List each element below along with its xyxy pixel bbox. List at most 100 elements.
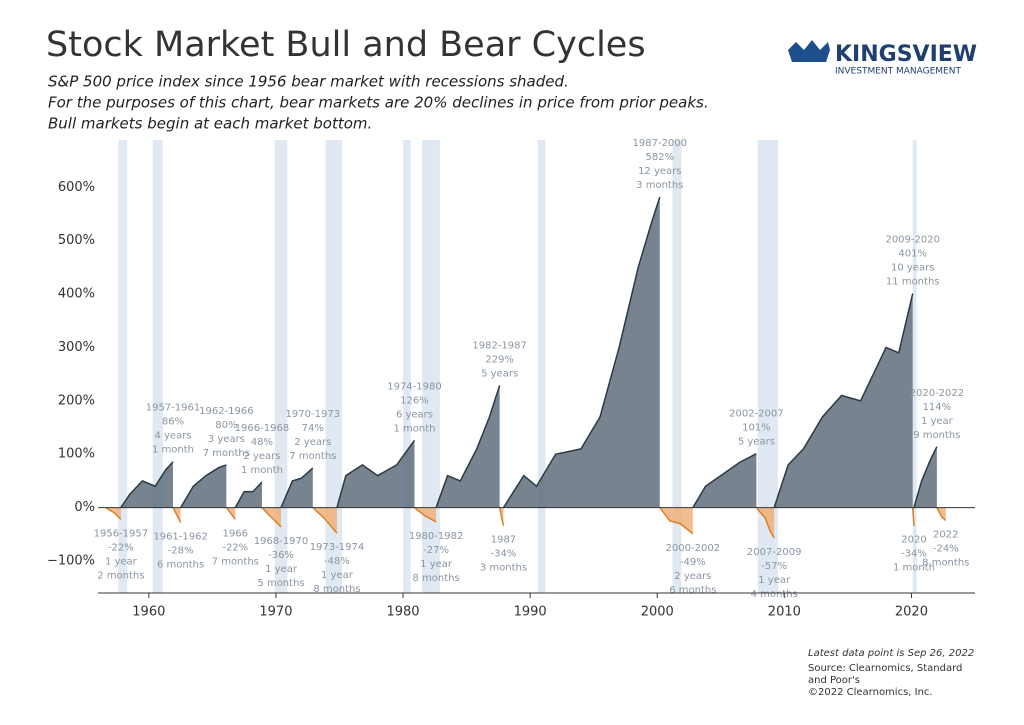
- bull-line: [502, 196, 661, 509]
- x-tick-label: 1970: [259, 605, 292, 620]
- cycle-label: 6 months: [669, 585, 716, 596]
- cycle-label: 114%: [923, 402, 952, 413]
- bear-line: [414, 507, 437, 523]
- note: Latest data point is Sep 26, 2022: [808, 648, 974, 659]
- x-tick-label: 1980: [386, 605, 419, 620]
- copyright: ©2022 Clearnomics, Inc.: [808, 687, 933, 698]
- bear-area: [105, 507, 121, 520]
- bull-area: [281, 468, 313, 508]
- subtitle: Bull markets begin at each market bottom…: [48, 115, 372, 133]
- plot: [96, 140, 947, 593]
- cycle-label: 401%: [898, 249, 927, 260]
- bull-line: [234, 481, 263, 508]
- logo: KINGSVIEW INVESTMENT MANAGEMENT: [788, 40, 977, 77]
- cycle-label: 1987-2000: [633, 138, 688, 149]
- cycle-label: 1 month: [152, 445, 194, 456]
- cycle-label: 1966-1968: [235, 423, 290, 434]
- cycle-label: 2 years: [243, 451, 280, 462]
- cycle-label: 2002-2007: [729, 409, 784, 420]
- bear-line: [498, 507, 505, 526]
- cycle-label: 1982-1987: [472, 340, 527, 351]
- bull-line: [435, 385, 501, 508]
- bull-area: [692, 453, 757, 508]
- cycle-label: 1973-1974: [310, 542, 365, 553]
- cycle-label: -28%: [168, 546, 194, 557]
- cycle-label: 9 months: [913, 430, 960, 441]
- bull-line: [773, 293, 914, 508]
- cycle-label: -22%: [108, 542, 134, 553]
- cycle-label: 5 years: [481, 368, 518, 379]
- y-tick-label: 400%: [58, 287, 95, 302]
- cycle-label: 5 years: [738, 437, 775, 448]
- cycle-label: 12 years: [638, 166, 681, 177]
- cycle-label: 1 year: [321, 570, 354, 581]
- cycle-label: 1 year: [758, 575, 791, 586]
- recession: [537, 140, 546, 593]
- recession: [118, 140, 128, 593]
- recession: [757, 140, 778, 593]
- recession: [912, 140, 917, 593]
- cycle-label: 1 year: [265, 564, 298, 575]
- cycle-label: 8 months: [922, 557, 969, 568]
- cycle-label: -27%: [423, 545, 449, 556]
- bull-area: [503, 196, 660, 508]
- cycle-label: -49%: [680, 557, 706, 568]
- cycle-label: 582%: [645, 152, 674, 163]
- bull-area: [180, 464, 227, 508]
- cycle-label: 10 years: [891, 263, 934, 274]
- bull-area: [235, 481, 262, 508]
- subtitle: S&P 500 price index since 1956 bear mark…: [48, 73, 569, 91]
- cycle-label: 1974-1980: [387, 381, 442, 392]
- recession: [672, 140, 682, 593]
- cycle-label: 11 months: [886, 277, 940, 288]
- x-tick-label: 1990: [514, 605, 547, 620]
- source: and Poor's: [808, 675, 860, 686]
- cycle-label: 1961-1962: [153, 532, 208, 543]
- logo-tagline: INVESTMENT MANAGEMENT: [835, 67, 961, 77]
- bull-line: [179, 464, 227, 508]
- cycle-label: -48%: [324, 556, 350, 567]
- cycle-label: 2000-2002: [666, 543, 721, 554]
- bear-line: [659, 507, 694, 535]
- cycle-label: 1966: [223, 528, 248, 539]
- cycle-label: 1 month: [393, 423, 435, 434]
- bear-area: [756, 507, 775, 539]
- subtitle: For the purposes of this chart, bear mar…: [48, 94, 709, 112]
- bear-line: [105, 506, 122, 520]
- bull-line: [120, 461, 174, 509]
- cycle-label: 6 months: [157, 560, 204, 571]
- bull-line: [280, 467, 314, 508]
- chart-title: Stock Market Bull and Bear Cycles: [46, 25, 646, 65]
- y-tick-label: 100%: [58, 447, 95, 462]
- source: Source: Clearnomics, Standard: [808, 663, 962, 674]
- cycle-label: 2020: [901, 535, 926, 546]
- cycle-label: 126%: [400, 395, 429, 406]
- cycle-label: 2022: [933, 529, 958, 540]
- logo-mark: [788, 40, 830, 62]
- y-tick-label: 600%: [58, 180, 95, 195]
- x-tick-label: 2020: [895, 605, 928, 620]
- y-tick-label: 0%: [74, 500, 95, 515]
- cycle-label: 2 years: [294, 437, 331, 448]
- cycle-label: 3 years: [208, 434, 245, 445]
- recession: [152, 140, 163, 593]
- cycle-label: 3 months: [636, 180, 683, 191]
- cycle-label: 2020-2022: [910, 388, 965, 399]
- recession: [274, 140, 288, 593]
- cycle-label: 1957-1961: [146, 403, 201, 414]
- cycle-label: 1 year: [105, 556, 138, 567]
- bear-line: [911, 507, 915, 526]
- cycle-label: 3 months: [480, 563, 527, 574]
- cycle-label: 4 months: [751, 589, 798, 600]
- cycle-label: 1970-1973: [286, 409, 341, 420]
- bear-line: [312, 507, 338, 534]
- bear-line: [755, 507, 775, 539]
- cycle-label: 1 month: [893, 563, 935, 574]
- cycle-label: 2 months: [97, 570, 144, 581]
- cycle-label: 48%: [251, 437, 273, 448]
- x-tick-label: 1960: [132, 605, 165, 620]
- bull-area: [913, 446, 937, 508]
- cycle-label: 1 year: [420, 559, 453, 570]
- cycle-label: 8 months: [412, 573, 459, 584]
